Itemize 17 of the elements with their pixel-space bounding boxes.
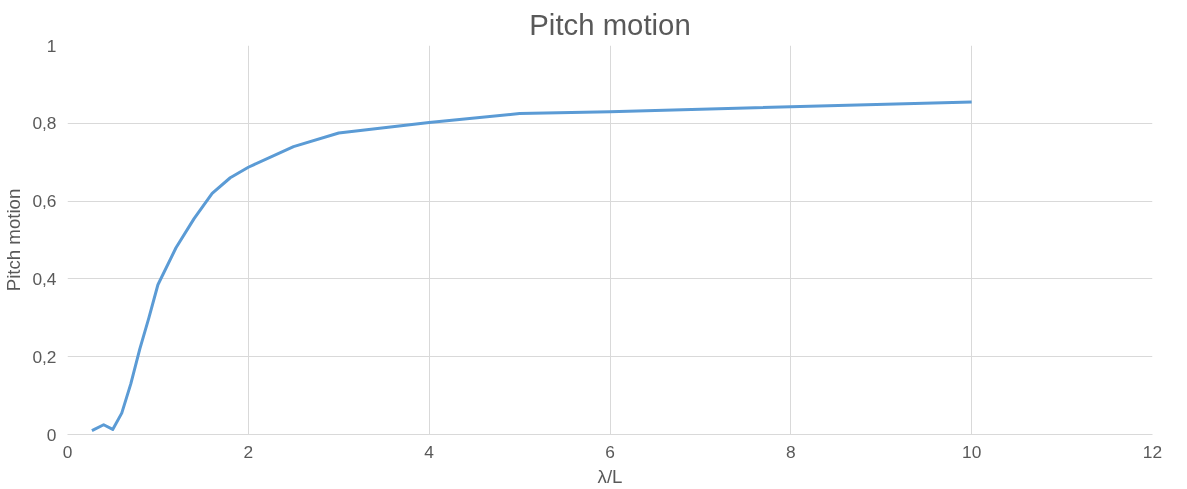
y-axis-title: Pitch motion bbox=[3, 188, 25, 292]
x-tick-label: 10 bbox=[962, 441, 982, 462]
y-tick-label: 0,6 bbox=[32, 191, 57, 212]
x-tick-label: 2 bbox=[243, 441, 254, 462]
y-tick-label: 0,4 bbox=[32, 268, 57, 289]
chart-title: Pitch motion bbox=[529, 7, 691, 41]
line-series bbox=[90, 100, 974, 433]
x-tick-label: 8 bbox=[786, 441, 796, 462]
x-tick-label: 6 bbox=[605, 441, 615, 462]
y-tick-label: 0 bbox=[46, 424, 57, 445]
y-tick-label: 0,8 bbox=[32, 113, 57, 134]
x-tick-label: 12 bbox=[1142, 441, 1163, 462]
x-tick-label: 4 bbox=[424, 441, 435, 462]
x-axis-title: λ/L bbox=[597, 465, 623, 487]
x-tick-label: 0 bbox=[62, 441, 73, 462]
y-tick-label: 0,2 bbox=[32, 346, 57, 367]
y-tick-label: 1 bbox=[46, 35, 57, 56]
